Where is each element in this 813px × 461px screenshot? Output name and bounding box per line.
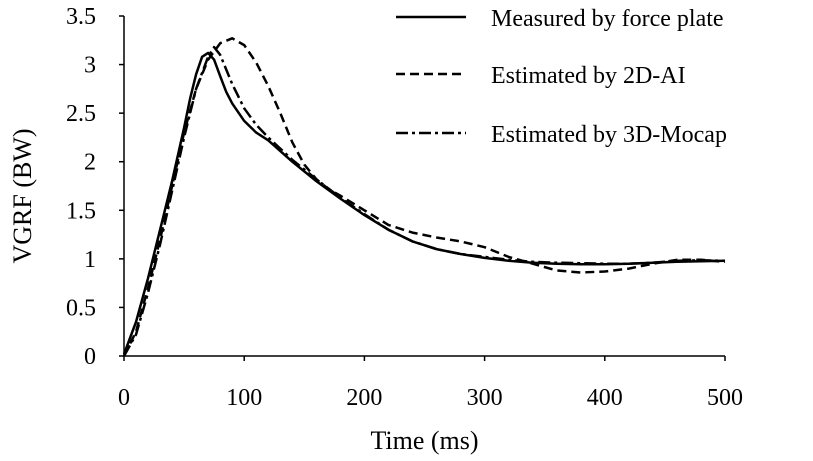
y-tick-label: 0 <box>84 344 96 370</box>
y-tick-label: 2.5 <box>66 101 96 127</box>
x-tick-label: 100 <box>226 385 262 411</box>
legend-label: Measured by force plate <box>491 6 724 32</box>
legend-label: Estimated by 3D-Mocap <box>491 122 727 148</box>
y-tick-label: 3 <box>84 53 96 79</box>
y-tick-label: 2 <box>84 150 96 176</box>
plot-area: 0 0.5 1 1.5 2 2.5 3 3.5 0 100 200 300 400 500 <box>66 4 743 411</box>
y-axis-label: VGRF (BW) <box>8 128 37 263</box>
x-tick-label: 0 <box>118 385 130 411</box>
y-tick-label: 3.5 <box>66 4 96 30</box>
y-tick-label: 1 <box>84 247 96 273</box>
x-tick-label: 500 <box>707 385 743 411</box>
y-tick-label: 0.5 <box>66 295 96 321</box>
x-tick-label: 200 <box>346 385 382 411</box>
x-axis-label: Time (ms) <box>370 426 478 455</box>
legend-label: Estimated by 2D-AI <box>491 63 686 89</box>
y-tick-group: 0 0.5 1 1.5 2 2.5 3 3.5 <box>66 4 124 370</box>
series-line-dashdot <box>122 45 726 357</box>
y-tick-label: 1.5 <box>66 198 96 224</box>
x-tick-group: 0 100 200 300 400 500 <box>118 356 743 411</box>
x-tick-label: 400 <box>587 385 623 411</box>
x-tick-label: 300 <box>467 385 503 411</box>
legend: Measured by force plate Estimated by 2D-A… <box>396 6 727 148</box>
series-group <box>122 37 726 357</box>
series-line-solid <box>122 51 726 355</box>
